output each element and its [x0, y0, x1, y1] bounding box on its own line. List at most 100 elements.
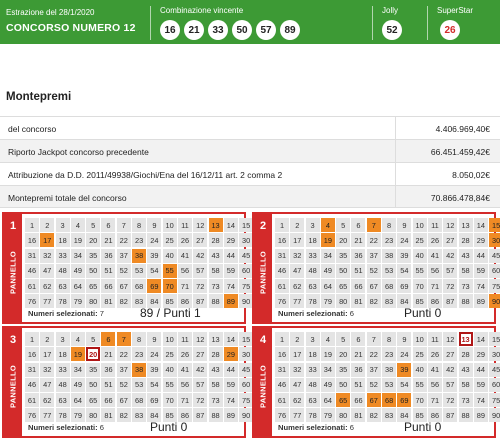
number-cell[interactable]: 27	[193, 233, 208, 248]
number-cell[interactable]: 89	[473, 408, 488, 423]
number-cell[interactable]: 71	[177, 279, 192, 294]
number-cell[interactable]: 89	[223, 408, 238, 423]
number-cell[interactable]: 80	[336, 408, 351, 423]
number-cell[interactable]: 31	[25, 248, 39, 263]
number-cell[interactable]: 9	[147, 218, 162, 232]
number-cell[interactable]: 63	[305, 279, 320, 294]
number-cell[interactable]: 82	[366, 294, 381, 309]
number-cell[interactable]: 64	[320, 279, 335, 294]
number-cell[interactable]: 72	[193, 279, 208, 294]
number-cell[interactable]: 7	[116, 218, 131, 232]
number-cell[interactable]: 78	[55, 408, 70, 423]
selected-number-cell[interactable]: 30	[489, 233, 500, 248]
number-cell[interactable]: 6	[351, 332, 366, 346]
number-cell[interactable]: 12	[193, 218, 208, 232]
number-cell[interactable]: 41	[177, 362, 192, 377]
number-cell[interactable]: 55	[412, 377, 427, 392]
number-cell[interactable]: 75	[489, 393, 500, 408]
number-cell[interactable]: 48	[55, 263, 70, 278]
number-cell[interactable]: 1	[275, 332, 289, 346]
number-cell[interactable]: 40	[412, 362, 427, 377]
number-cell[interactable]: 9	[397, 218, 412, 232]
number-cell[interactable]: 24	[147, 233, 162, 248]
number-cell[interactable]: 25	[412, 233, 427, 248]
number-cell[interactable]: 46	[275, 377, 289, 392]
number-cell[interactable]: 70	[412, 393, 427, 408]
number-cell[interactable]: 40	[162, 248, 177, 263]
number-cell[interactable]: 22	[366, 347, 381, 362]
number-cell[interactable]: 10	[412, 218, 427, 232]
number-cell[interactable]: 57	[443, 377, 458, 392]
number-cell[interactable]: 60	[239, 377, 254, 392]
number-cell[interactable]: 84	[147, 408, 162, 423]
number-cell[interactable]: 46	[275, 263, 289, 278]
selected-number-cell[interactable]: 19	[320, 233, 335, 248]
number-cell[interactable]: 24	[397, 233, 412, 248]
number-cell[interactable]: 59	[473, 263, 488, 278]
number-cell[interactable]: 51	[101, 377, 116, 392]
number-cell[interactable]: 52	[116, 377, 131, 392]
number-cell[interactable]: 5	[336, 218, 351, 232]
number-cell[interactable]: 15	[239, 218, 254, 232]
number-cell[interactable]: 39	[147, 248, 162, 263]
number-cell[interactable]: 85	[412, 408, 427, 423]
number-cell[interactable]: 11	[427, 332, 442, 346]
number-cell[interactable]: 1	[25, 332, 39, 346]
number-cell[interactable]: 39	[397, 248, 412, 263]
number-cell[interactable]: 12	[193, 332, 208, 346]
number-cell[interactable]: 56	[427, 263, 442, 278]
number-cell[interactable]: 61	[275, 393, 289, 408]
number-cell[interactable]: 24	[397, 347, 412, 362]
number-cell[interactable]: 20	[336, 233, 351, 248]
number-cell[interactable]: 34	[320, 248, 335, 263]
number-cell[interactable]: 28	[458, 347, 473, 362]
number-cell[interactable]: 55	[412, 263, 427, 278]
number-cell[interactable]: 2	[290, 332, 305, 346]
number-cell[interactable]: 47	[290, 377, 305, 392]
selected-number-cell[interactable]: 4	[320, 218, 335, 232]
number-cell[interactable]: 54	[397, 377, 412, 392]
number-cell[interactable]: 10	[162, 218, 177, 232]
number-cell[interactable]: 13	[458, 218, 473, 232]
number-cell[interactable]: 39	[147, 362, 162, 377]
number-cell[interactable]: 35	[336, 248, 351, 263]
number-cell[interactable]: 34	[320, 362, 335, 377]
number-cell[interactable]: 33	[55, 248, 70, 263]
number-cell[interactable]: 85	[162, 408, 177, 423]
number-cell[interactable]: 26	[427, 347, 442, 362]
number-cell[interactable]: 23	[382, 347, 397, 362]
number-cell[interactable]: 26	[427, 233, 442, 248]
number-cell[interactable]: 87	[443, 408, 458, 423]
number-cell[interactable]: 64	[70, 279, 85, 294]
number-cell[interactable]: 64	[320, 393, 335, 408]
selected-number-cell[interactable]: 68	[382, 393, 397, 408]
number-cell[interactable]: 43	[458, 362, 473, 377]
number-cell[interactable]: 49	[320, 263, 335, 278]
number-cell[interactable]: 34	[70, 362, 85, 377]
number-cell[interactable]: 77	[40, 408, 55, 423]
number-cell[interactable]: 16	[25, 347, 39, 362]
number-cell[interactable]: 86	[177, 294, 192, 309]
number-cell[interactable]: 18	[305, 233, 320, 248]
number-cell[interactable]: 65	[86, 279, 101, 294]
number-cell[interactable]: 89	[473, 294, 488, 309]
number-cell[interactable]: 3	[305, 332, 320, 346]
number-cell[interactable]: 12	[443, 332, 458, 346]
number-cell[interactable]: 79	[320, 408, 335, 423]
selected-number-cell[interactable]: 67	[366, 393, 381, 408]
number-cell[interactable]: 29	[223, 233, 238, 248]
number-cell[interactable]: 28	[208, 347, 223, 362]
number-cell[interactable]: 81	[101, 294, 116, 309]
number-cell[interactable]: 38	[382, 248, 397, 263]
number-cell[interactable]: 30	[489, 347, 500, 362]
number-cell[interactable]: 9	[397, 332, 412, 346]
number-cell[interactable]: 18	[55, 233, 70, 248]
selected-number-cell[interactable]: 38	[132, 248, 147, 263]
number-cell[interactable]: 17	[290, 233, 305, 248]
number-cell[interactable]: 66	[101, 279, 116, 294]
number-cell[interactable]: 35	[336, 362, 351, 377]
number-cell[interactable]: 90	[239, 408, 254, 423]
number-cell[interactable]: 23	[132, 347, 147, 362]
number-cell[interactable]: 36	[351, 248, 366, 263]
number-cell[interactable]: 74	[223, 393, 238, 408]
